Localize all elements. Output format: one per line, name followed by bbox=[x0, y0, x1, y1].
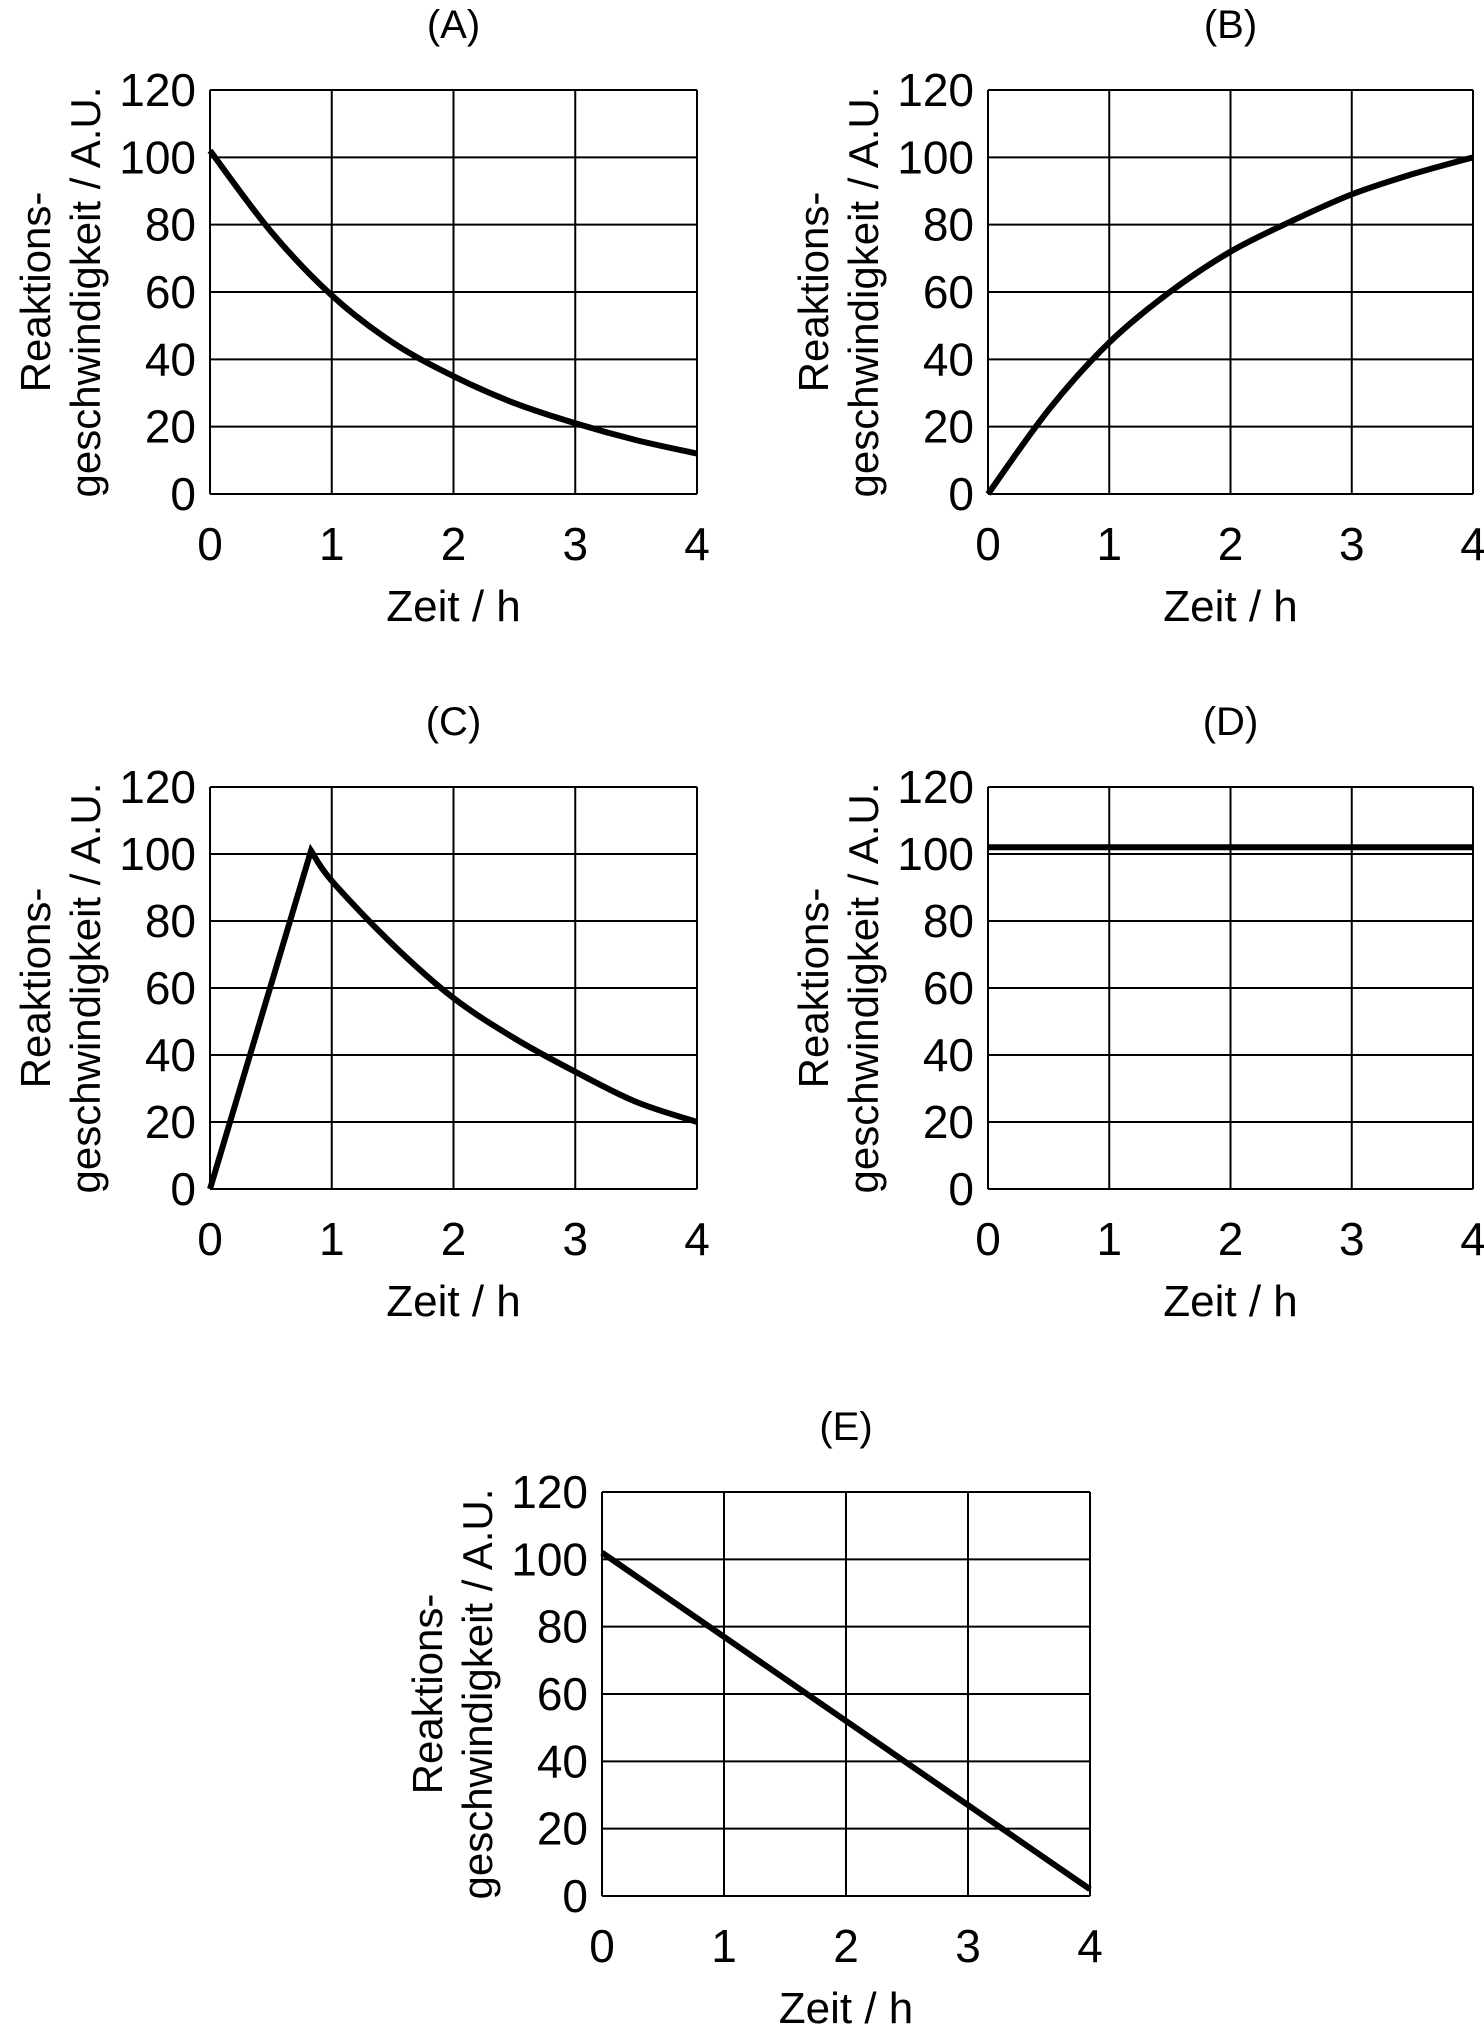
x-tick-label: 3 bbox=[562, 1213, 588, 1265]
y-tick-label: 20 bbox=[145, 1096, 196, 1148]
x-tick-label: 4 bbox=[1460, 1213, 1484, 1265]
y-tick-label: 20 bbox=[923, 1096, 974, 1148]
x-tick-label: 2 bbox=[1218, 518, 1244, 570]
y-tick-label: 80 bbox=[537, 1601, 588, 1653]
x-tick-label: 2 bbox=[441, 1213, 467, 1265]
x-axis-label: Zeit / h bbox=[386, 1277, 521, 1326]
chart-title: (E) bbox=[819, 1405, 872, 1449]
y-axis-label-line-2: geschwindigkeit / A.U. bbox=[62, 87, 109, 498]
y-tick-label: 120 bbox=[897, 761, 974, 813]
y-tick-label: 40 bbox=[923, 1029, 974, 1081]
chart-panel-1: (A) 0 20 40 60 80 100 120 0 1 2 3 4 Zeit / h Reaktions… bbox=[12, 3, 710, 631]
y-axis-label-line-2: geschwindigkeit / A.U. bbox=[62, 783, 109, 1194]
y-tick-label: 100 bbox=[511, 1533, 588, 1585]
y-tick-label: 120 bbox=[119, 761, 196, 813]
x-tick-label: 2 bbox=[441, 518, 467, 570]
y-tick-label: 40 bbox=[537, 1735, 588, 1787]
series-line bbox=[985, 154, 1474, 496]
y-tick-label: 120 bbox=[897, 64, 974, 116]
y-tick-label: 120 bbox=[511, 1466, 588, 1518]
series-line bbox=[207, 148, 698, 457]
x-tick-label: 2 bbox=[1218, 1213, 1244, 1265]
y-axis-label-line-2: geschwindigkeit / A.U. bbox=[840, 87, 887, 498]
y-tick-label: 60 bbox=[145, 962, 196, 1014]
x-axis-label: Zeit / h bbox=[1163, 582, 1298, 631]
series-line bbox=[207, 843, 698, 1190]
x-tick-label: 3 bbox=[562, 518, 588, 570]
x-tick-label: 4 bbox=[1460, 518, 1484, 570]
y-axis-label-line-1: Reaktions- bbox=[790, 192, 837, 393]
chart-panel-2: (B) 0 20 40 60 80 100 120 0 1 2 3 4 Zeit / h Reaktions… bbox=[790, 3, 1484, 631]
x-tick-label: 0 bbox=[589, 1920, 615, 1972]
x-tick-label: 1 bbox=[711, 1920, 737, 1972]
chart-title: (A) bbox=[427, 3, 480, 47]
y-tick-label: 80 bbox=[145, 199, 196, 251]
y-tick-label: 100 bbox=[119, 828, 196, 880]
x-axis-label: Zeit / h bbox=[1163, 1277, 1298, 1326]
x-tick-label: 1 bbox=[1096, 1213, 1122, 1265]
chart-title: (B) bbox=[1204, 3, 1257, 47]
x-tick-label: 4 bbox=[684, 1213, 710, 1265]
y-axis-label-line-2: geschwindigkeit / A.U. bbox=[840, 783, 887, 1194]
y-tick-label: 0 bbox=[170, 1163, 196, 1215]
chart-title: (C) bbox=[426, 700, 482, 744]
x-tick-label: 4 bbox=[684, 518, 710, 570]
x-tick-label: 0 bbox=[975, 1213, 1001, 1265]
series-line bbox=[600, 1550, 1092, 1892]
x-tick-label: 1 bbox=[1096, 518, 1122, 570]
y-tick-label: 100 bbox=[897, 131, 974, 183]
x-tick-label: 3 bbox=[1339, 1213, 1365, 1265]
y-tick-label: 20 bbox=[923, 401, 974, 453]
y-tick-label: 0 bbox=[948, 1163, 974, 1215]
y-tick-label: 0 bbox=[948, 468, 974, 520]
y-tick-label: 60 bbox=[923, 266, 974, 318]
y-tick-label: 40 bbox=[145, 1029, 196, 1081]
x-tick-label: 4 bbox=[1077, 1920, 1103, 1972]
x-tick-label: 3 bbox=[955, 1920, 981, 1972]
x-tick-label: 2 bbox=[833, 1920, 859, 1972]
y-tick-label: 60 bbox=[923, 962, 974, 1014]
y-axis-label-line-1: Reaktions- bbox=[790, 888, 837, 1089]
y-axis-label-line-1: Reaktions- bbox=[12, 192, 59, 393]
x-tick-label: 0 bbox=[975, 518, 1001, 570]
y-tick-label: 60 bbox=[537, 1668, 588, 1720]
chart-panel-5: (E) 0 20 40 60 80 100 120 0 1 2 3 4 Zeit / h Reaktions… bbox=[404, 1405, 1103, 2025]
y-tick-label: 80 bbox=[145, 895, 196, 947]
y-tick-label: 40 bbox=[923, 333, 974, 385]
x-tick-label: 1 bbox=[319, 1213, 345, 1265]
y-tick-label: 80 bbox=[923, 895, 974, 947]
chart-title: (D) bbox=[1203, 700, 1259, 744]
y-tick-label: 0 bbox=[562, 1870, 588, 1922]
y-tick-label: 60 bbox=[145, 266, 196, 318]
chart-panel-3: (C) 0 20 40 60 80 100 120 0 1 2 3 4 Zeit / h Reaktions… bbox=[12, 700, 710, 1326]
x-tick-label: 3 bbox=[1339, 518, 1365, 570]
y-axis-label-line-1: Reaktions- bbox=[404, 1594, 451, 1795]
y-tick-label: 100 bbox=[897, 828, 974, 880]
x-tick-label: 0 bbox=[197, 518, 223, 570]
y-tick-label: 120 bbox=[119, 64, 196, 116]
x-tick-label: 1 bbox=[319, 518, 345, 570]
x-axis-label: Zeit / h bbox=[386, 582, 521, 631]
chart-panel-4: (D) 0 20 40 60 80 100 120 0 1 2 3 4 Zeit / h Reaktions… bbox=[790, 700, 1484, 1326]
y-axis-label-line-2: geschwindigkeit / A.U. bbox=[454, 1489, 501, 1900]
x-tick-label: 0 bbox=[197, 1213, 223, 1265]
y-tick-label: 20 bbox=[145, 401, 196, 453]
y-tick-label: 0 bbox=[170, 468, 196, 520]
y-tick-label: 20 bbox=[537, 1803, 588, 1855]
y-tick-label: 100 bbox=[119, 131, 196, 183]
y-tick-label: 80 bbox=[923, 199, 974, 251]
x-axis-label: Zeit / h bbox=[779, 1984, 914, 2025]
y-axis-label-line-1: Reaktions- bbox=[12, 888, 59, 1089]
y-tick-label: 40 bbox=[145, 333, 196, 385]
